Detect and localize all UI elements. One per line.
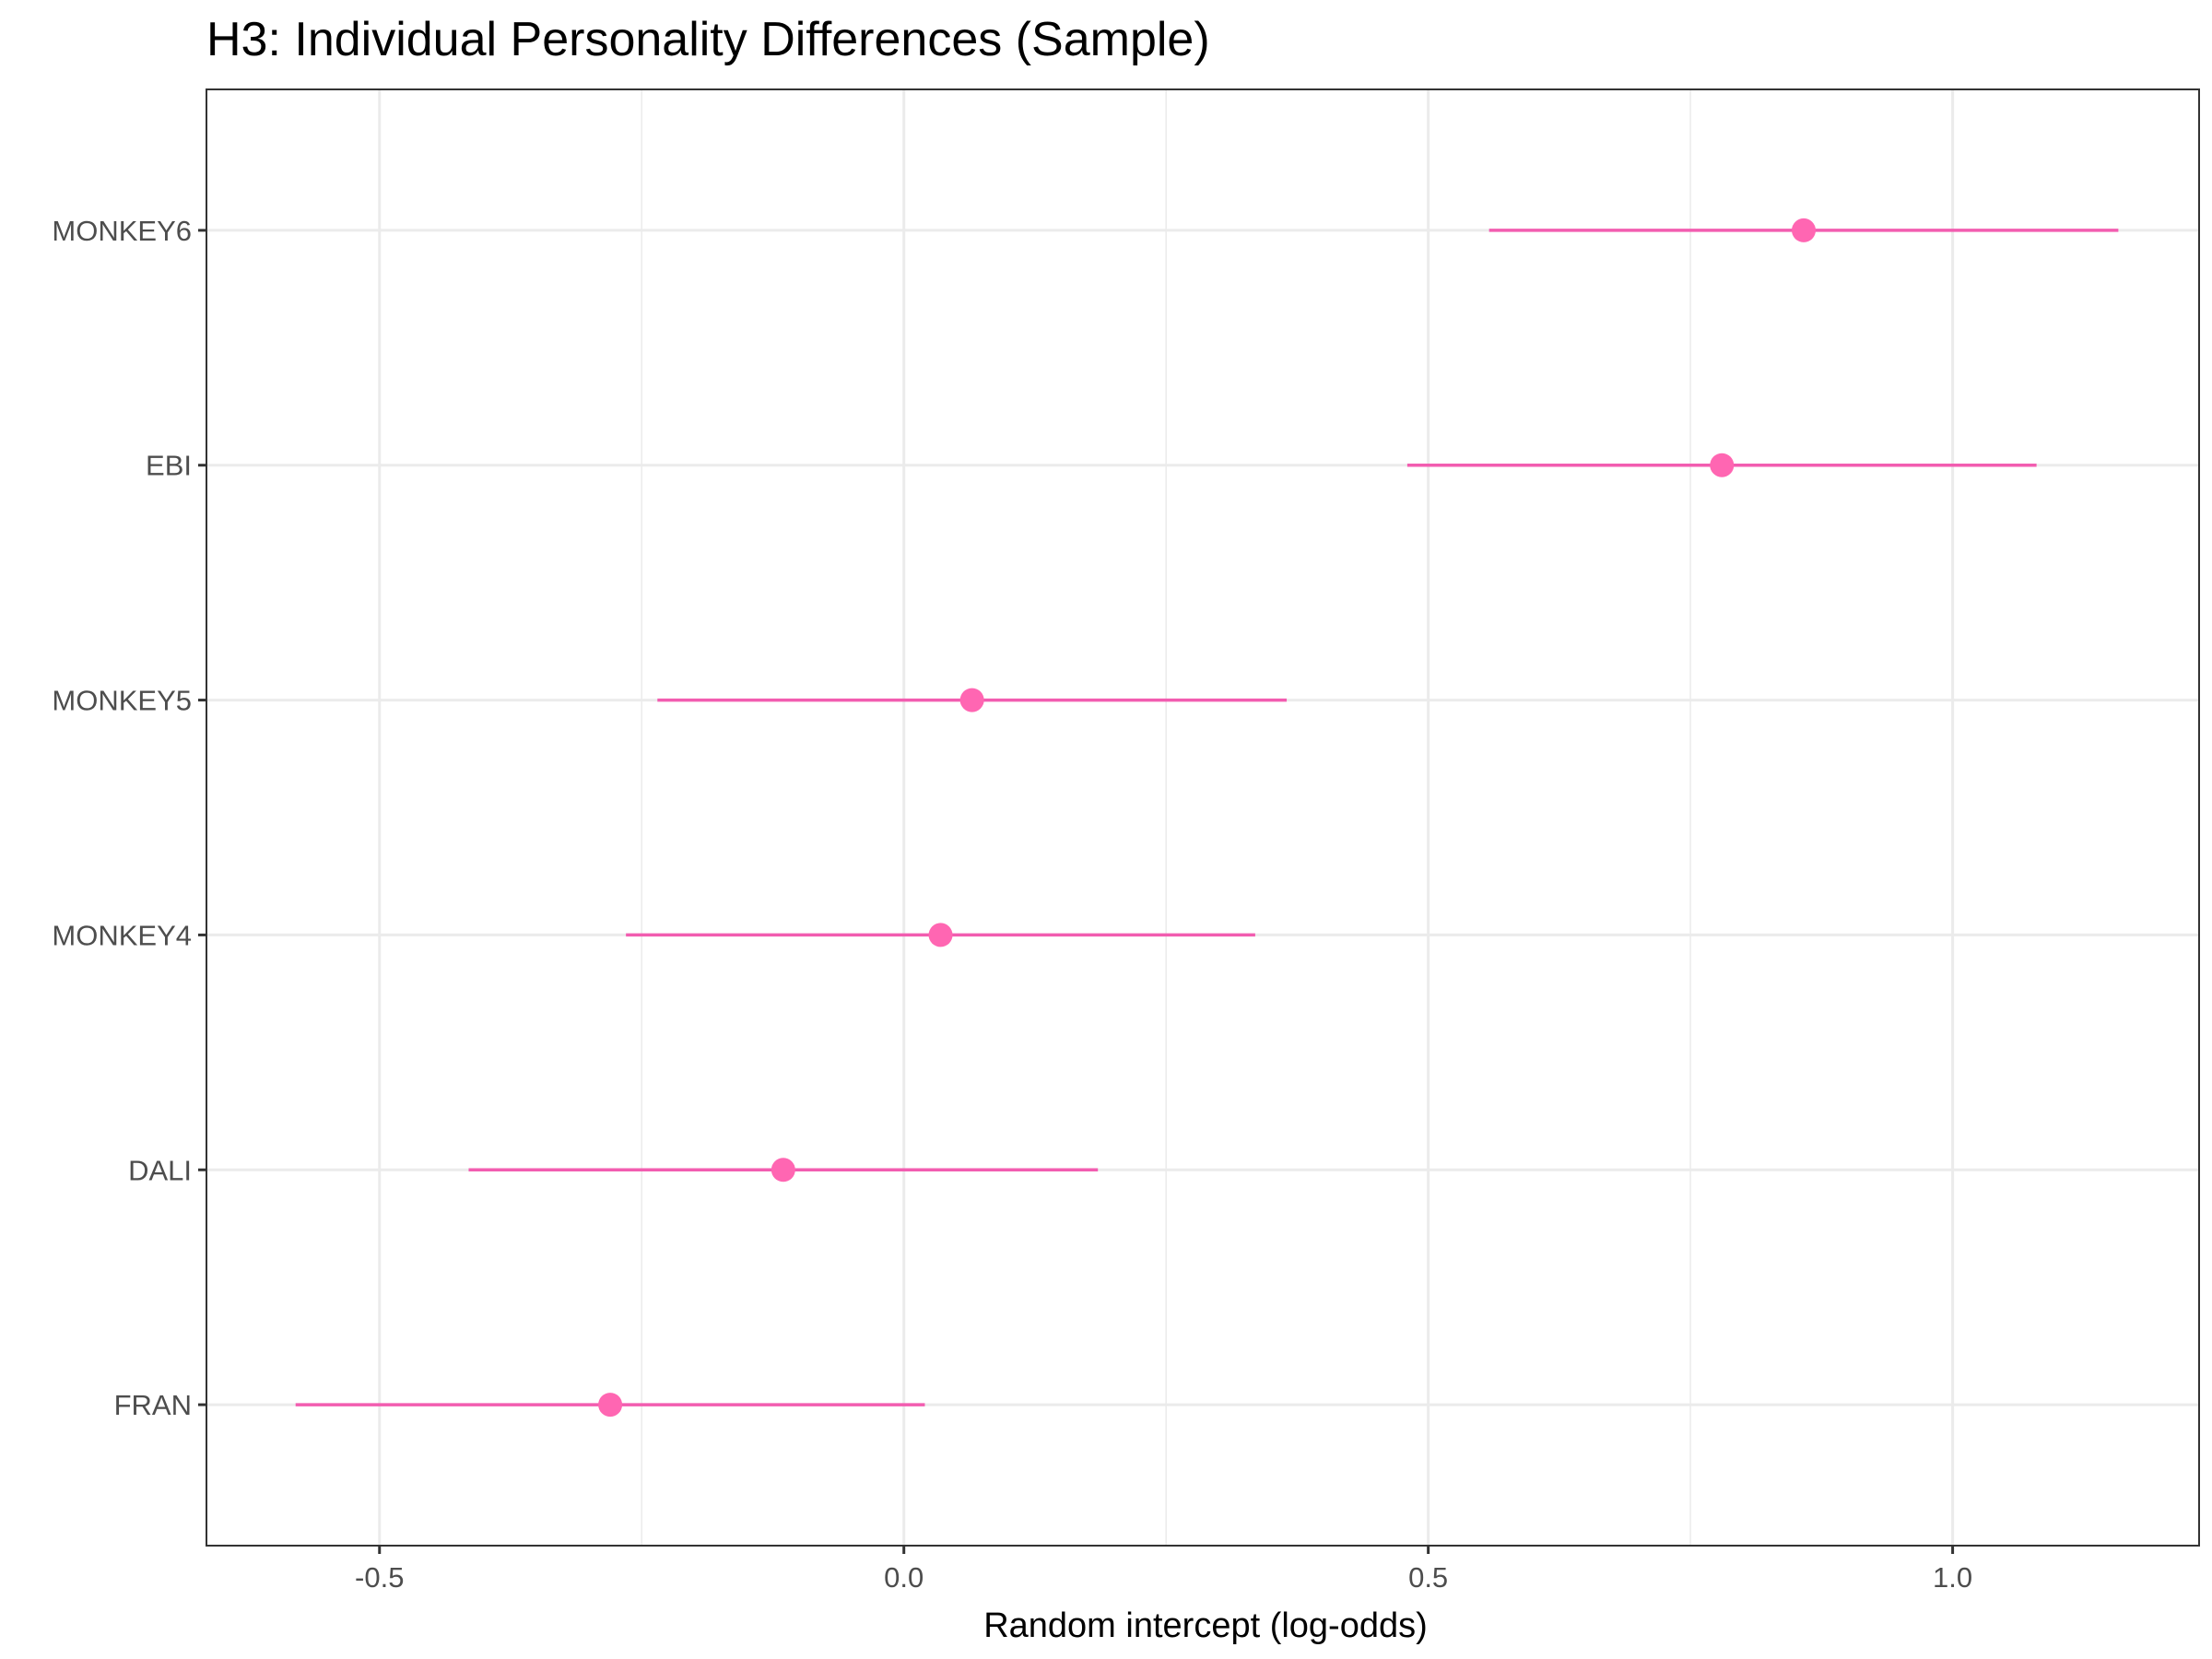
x-tick-label: -0.5 [355, 1561, 404, 1594]
y-tick-label-ebi: EBI [146, 450, 192, 482]
x-tick-label: 0.0 [884, 1561, 924, 1594]
point-monkey5 [959, 688, 984, 712]
minor-gridlines [641, 89, 1691, 1546]
y-tick-label-monkey5: MONKEY5 [52, 685, 192, 717]
point-dali [771, 1158, 795, 1182]
points [598, 218, 1817, 1418]
x-axis: -0.5 0.0 0.5 1.0 [355, 1546, 1972, 1594]
chart-title: H3: Individual Personality Differences (… [206, 13, 1210, 66]
x-axis-title: Random intercept (log-odds) [983, 1606, 1428, 1645]
point-ebi [1710, 453, 1735, 477]
y-tick-label-monkey4: MONKEY4 [52, 919, 192, 951]
y-tick-label-dali: DALI [128, 1154, 192, 1186]
point-fran [598, 1393, 623, 1418]
x-tick-label: 1.0 [1933, 1561, 1972, 1594]
x-tick-label: 0.5 [1408, 1561, 1448, 1594]
point-monkey6 [1792, 218, 1817, 242]
point-monkey4 [928, 923, 953, 947]
panel-border [206, 88, 2200, 1547]
y-axis: FRAN DALI MONKEY4 MONKEY5 EBI MONKEY6 [52, 215, 206, 1421]
y-tick-label-monkey6: MONKEY6 [52, 215, 192, 247]
y-tick-label-fran: FRAN [114, 1389, 192, 1421]
panel-background [206, 89, 2199, 1546]
